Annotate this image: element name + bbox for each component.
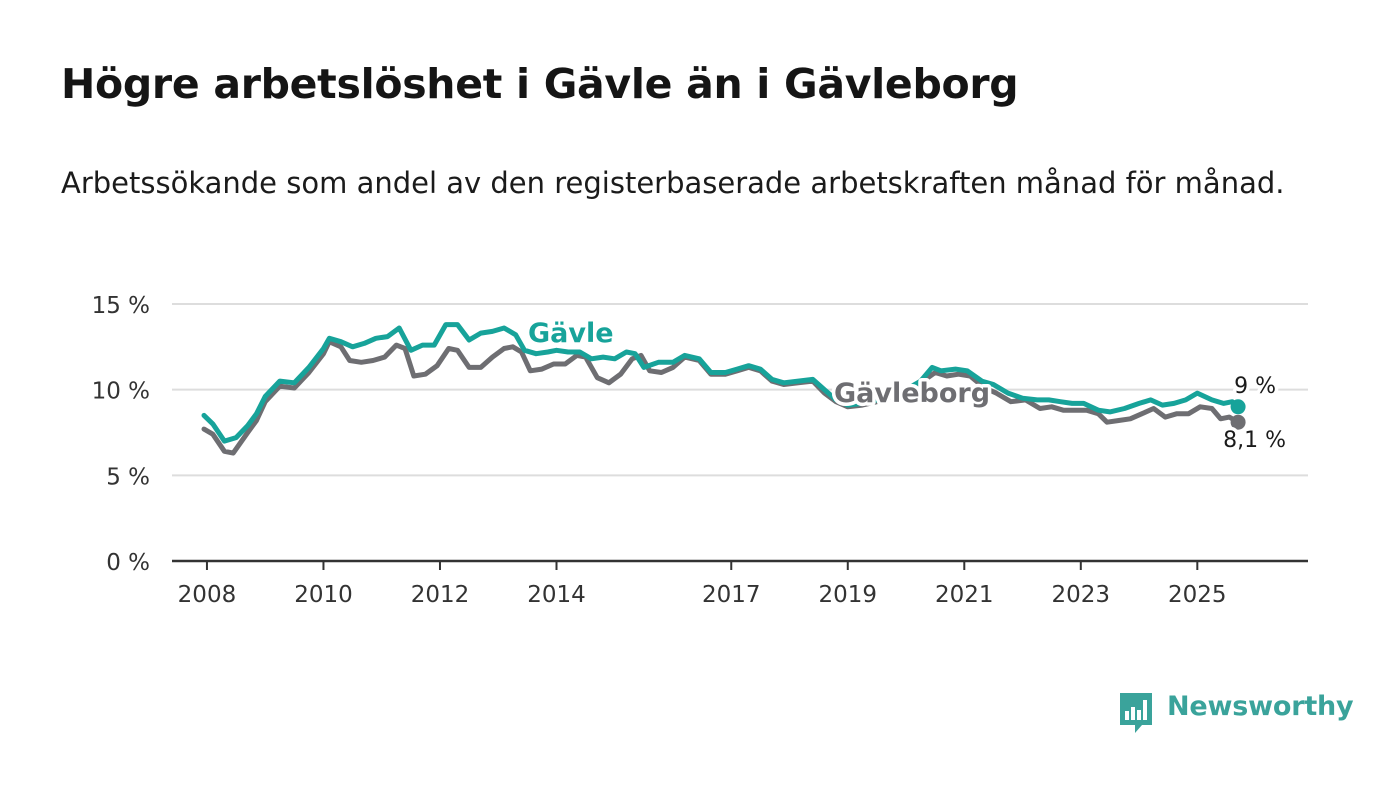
end-point-gavleborg [1230,414,1246,430]
series-label-gavleborg: Gävleborg [834,378,990,409]
newsworthy-logo: Newsworthy [1118,689,1354,735]
end-point-gavle [1230,399,1246,415]
x-tick-label: 2019 [819,582,878,608]
x-tick-label: 2012 [411,582,470,608]
newsworthy-logo-icon [1120,693,1152,733]
x-tick-label: 2025 [1168,582,1227,608]
x-tick-label: 2010 [294,582,353,608]
series-line-gavle [201,322,1241,444]
series-label-gavle: Gävle [528,318,614,349]
x-tick-label: 2008 [178,582,237,608]
brand-name: Newsworthy [1167,691,1354,722]
end-value-label-gavle: 9 % [1234,374,1276,399]
chart-subtitle: Arbetssökande som andel av den registerb… [61,166,1285,200]
series-line-gavleborg [201,339,1241,456]
end-value-label-gavleborg: 8,1 % [1223,428,1286,453]
x-tick-label: 2021 [935,582,994,608]
y-tick-label: 10 % [92,379,150,405]
x-tick-label: 2014 [527,582,586,608]
chart-title: Högre arbetslöshet i Gävle än i Gävlebor… [61,60,1019,108]
y-tick-label: 0 % [106,550,150,576]
y-tick-label: 5 % [106,464,150,490]
x-tick-label: 2017 [702,582,761,608]
x-tick-label: 2023 [1052,582,1111,608]
y-tick-label: 15 % [92,293,150,319]
